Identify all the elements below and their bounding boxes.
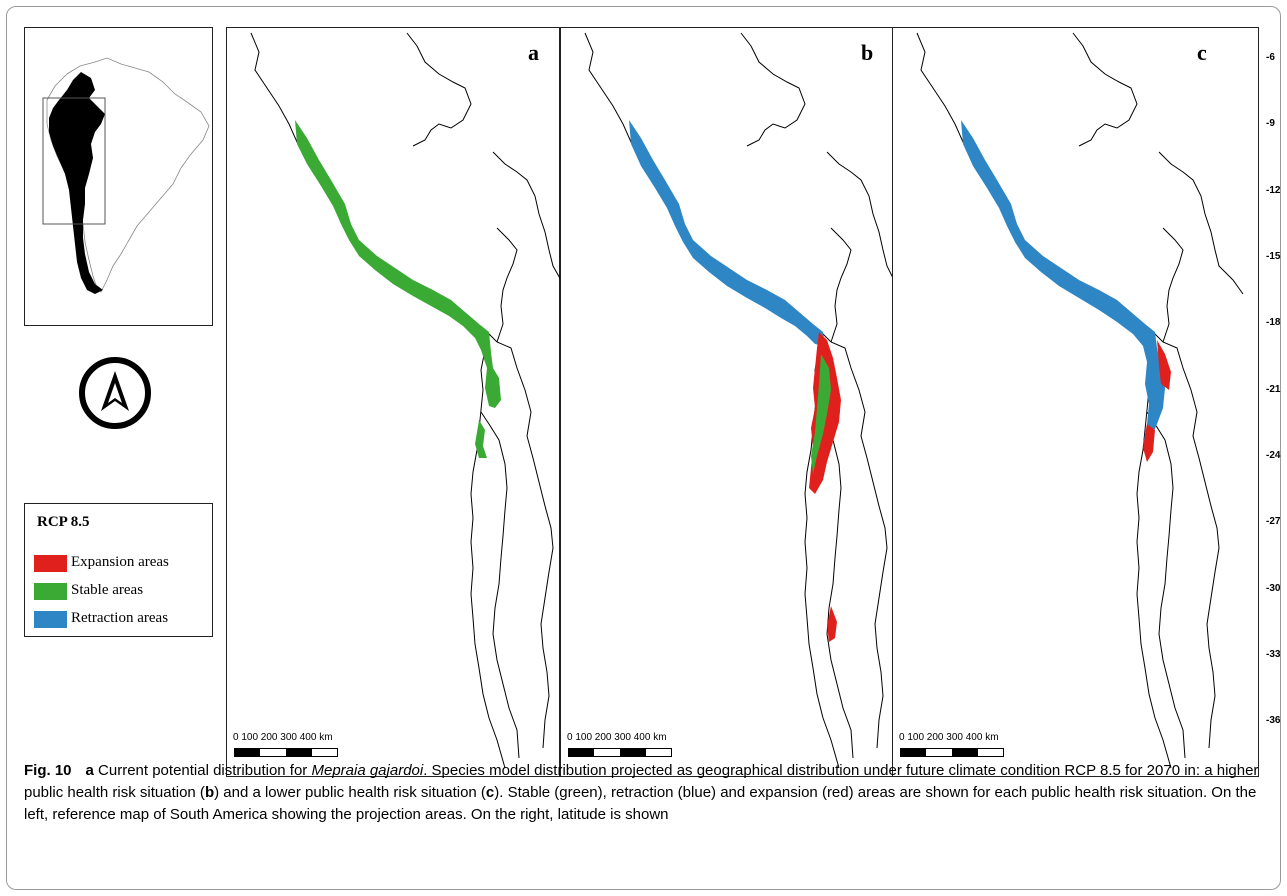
panel-c-map (916, 32, 1244, 769)
stable-area (295, 120, 501, 408)
caption-figure-label: Fig. 10 (24, 762, 72, 779)
scale-bar (900, 748, 1004, 757)
figure-frame (6, 6, 1281, 890)
caption-text: Current potential distribution for (93, 762, 312, 779)
panel-letter: a (528, 40, 539, 65)
legend-label: Expansion areas (71, 554, 169, 570)
north-arrow-icon (79, 357, 151, 429)
expansion-area (1143, 424, 1155, 462)
retraction-area (961, 120, 1165, 454)
caption-panel-a: a (85, 762, 94, 779)
caption-text: . Species model distribution projected a… (24, 762, 1259, 801)
legend-swatch-expansion (34, 555, 67, 572)
panel-letter: c (1197, 40, 1207, 65)
latitude-label: -6 (1266, 52, 1275, 63)
legend-title: RCP 8.5 (37, 514, 90, 530)
legend-swatch-stable (34, 583, 67, 600)
legend-label: Retraction areas (71, 610, 169, 626)
legend-swatch-retraction (34, 611, 67, 628)
scale-label: 0 100 200 300 400 km (233, 732, 333, 743)
scale-bar (568, 748, 672, 757)
panel-letter: b (861, 40, 874, 65)
scale-label: 0 100 200 300 400 km (567, 732, 667, 743)
south-america-outline (42, 57, 210, 294)
caption-text: ). Stable (green), retraction (blue) and… (24, 784, 1257, 823)
caption-text: ) and a lower public health risk situati… (214, 784, 486, 801)
retraction-area (629, 120, 825, 346)
latitude-label: -21 (1266, 384, 1281, 395)
caption-panel-c: c (485, 784, 495, 801)
latitude-label: -33 (1266, 649, 1281, 660)
panel-b-map (584, 32, 894, 769)
expansion-area (827, 606, 837, 642)
legend: RCP 8.5 Expansion areas Stable areas Ret… (24, 503, 213, 637)
map-panel-c: c 0 100 200 300 400 km (892, 27, 1259, 777)
latitude-label: -9 (1266, 118, 1275, 129)
scale-label: 0 100 200 300 400 km (899, 732, 999, 743)
panel-a-map (250, 32, 561, 769)
latitude-label: -18 (1266, 317, 1281, 328)
legend-label: Stable areas (71, 582, 144, 598)
caption-species: Mepraia gajardoi (311, 762, 424, 779)
latitude-label: -30 (1266, 583, 1281, 594)
scale-bar (234, 748, 338, 757)
reference-map (24, 27, 213, 326)
figure-caption: Fig. 10 a Current potential distribution … (24, 760, 1274, 826)
latitude-label: -15 (1266, 251, 1281, 262)
latitude-label: -12 (1266, 185, 1281, 196)
map-panel-a: a 0 100 200 300 400 km (226, 27, 561, 777)
stable-area (811, 354, 831, 474)
latitude-label: -24 (1266, 450, 1281, 461)
latitude-label: -36 (1266, 715, 1281, 726)
caption-panel-b: b (204, 784, 215, 801)
stable-area (475, 420, 487, 458)
map-panel-b: b 0 100 200 300 400 km (560, 27, 894, 777)
latitude-label: -27 (1266, 516, 1281, 527)
expansion-area (1157, 340, 1171, 390)
